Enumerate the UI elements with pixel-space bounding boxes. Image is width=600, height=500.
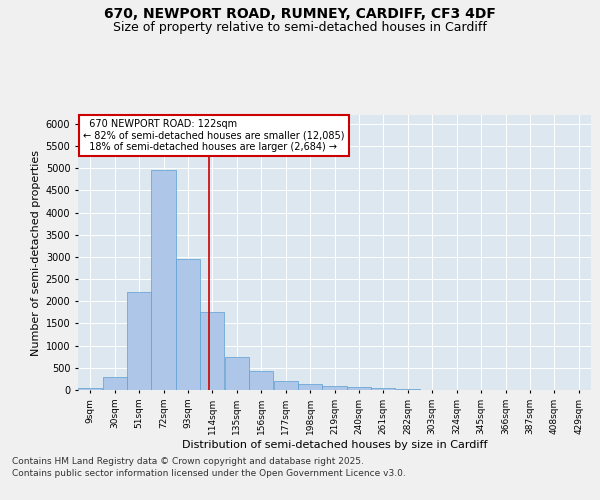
Bar [151, 170, 176, 390]
Bar [298, 384, 322, 390]
Bar [371, 388, 395, 390]
Bar [249, 372, 273, 390]
Bar [78, 388, 102, 390]
Text: Contains HM Land Registry data © Crown copyright and database right 2025.: Contains HM Land Registry data © Crown c… [12, 458, 364, 466]
Bar [225, 356, 249, 390]
Bar [103, 376, 127, 390]
Bar [347, 388, 371, 390]
Text: Contains public sector information licensed under the Open Government Licence v3: Contains public sector information licen… [12, 469, 406, 478]
Y-axis label: Number of semi-detached properties: Number of semi-detached properties [31, 150, 41, 356]
Bar [322, 386, 347, 390]
X-axis label: Distribution of semi-detached houses by size in Cardiff: Distribution of semi-detached houses by … [182, 440, 487, 450]
Bar [200, 312, 224, 390]
Text: 670 NEWPORT ROAD: 122sqm
← 82% of semi-detached houses are smaller (12,085)
  18: 670 NEWPORT ROAD: 122sqm ← 82% of semi-d… [83, 119, 344, 152]
Bar [176, 259, 200, 390]
Bar [396, 389, 420, 390]
Text: Size of property relative to semi-detached houses in Cardiff: Size of property relative to semi-detach… [113, 21, 487, 34]
Text: 670, NEWPORT ROAD, RUMNEY, CARDIFF, CF3 4DF: 670, NEWPORT ROAD, RUMNEY, CARDIFF, CF3 … [104, 8, 496, 22]
Bar [274, 381, 298, 390]
Bar [127, 292, 151, 390]
